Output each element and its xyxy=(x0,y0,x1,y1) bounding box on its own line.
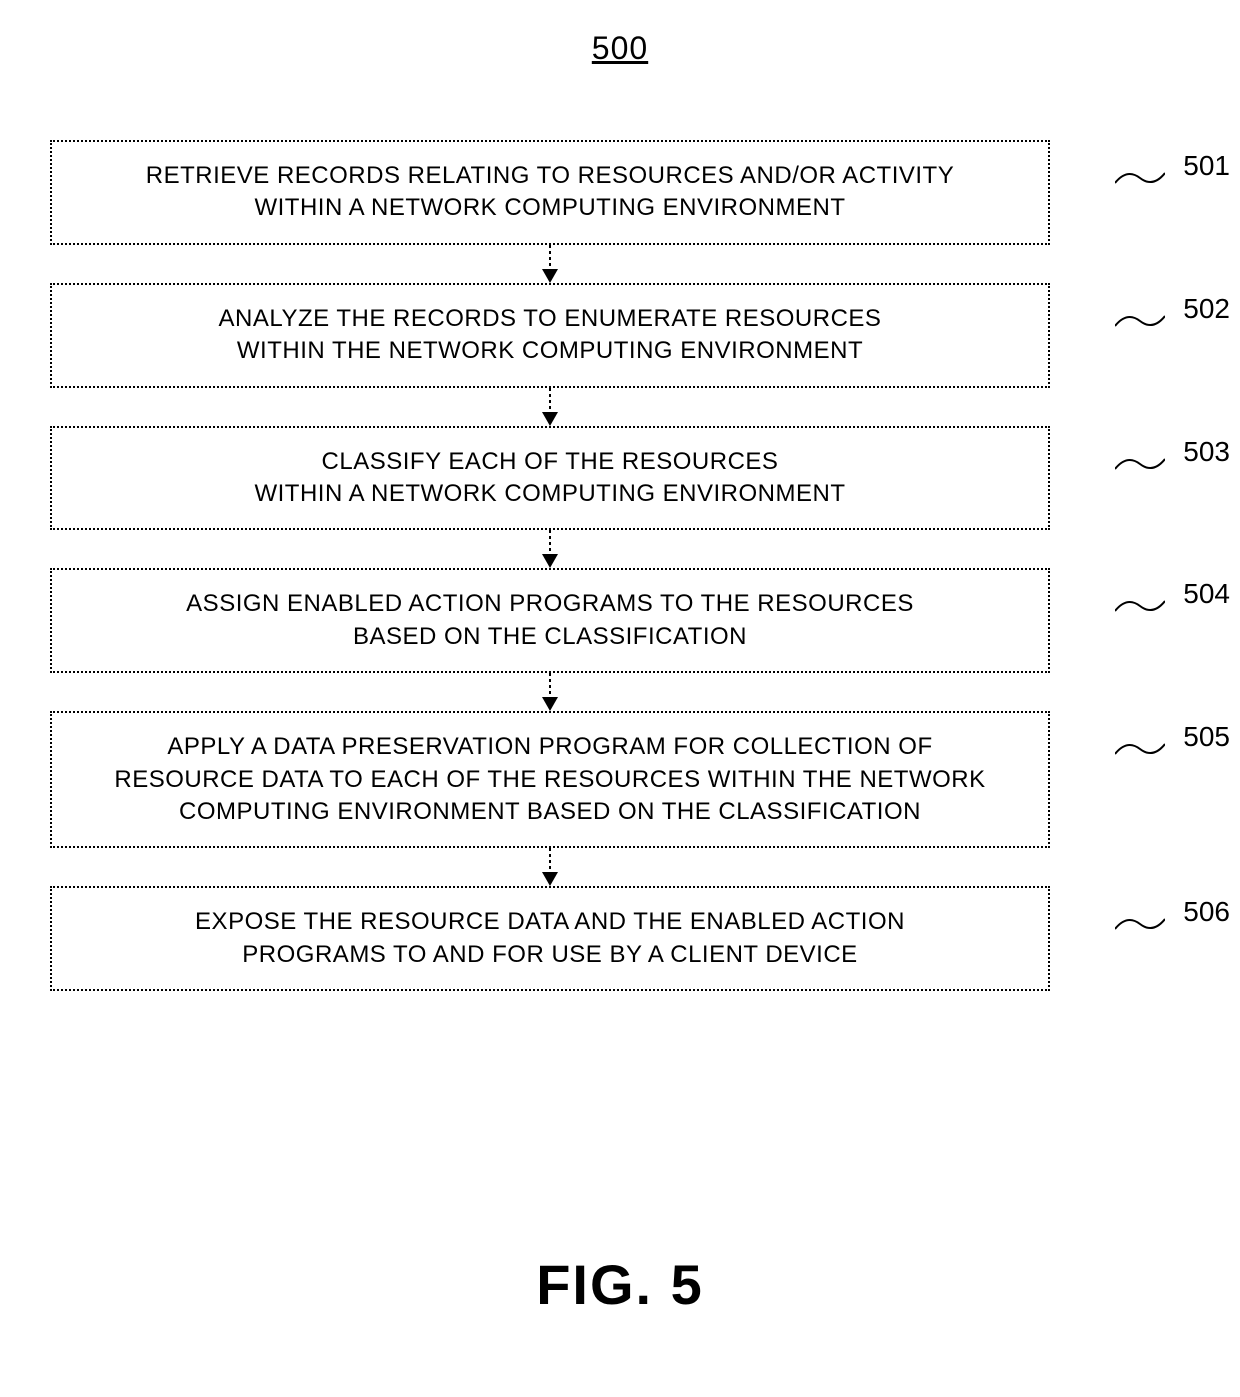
connector-tilde-icon xyxy=(1115,739,1165,759)
flow-step: CLASSIFY EACH OF THE RESOURCES WITHIN A … xyxy=(50,426,1110,531)
flow-step: RETRIEVE RECORDS RELATING TO RESOURCES A… xyxy=(50,140,1110,245)
arrow-down-icon xyxy=(50,530,1050,568)
connector-tilde-icon xyxy=(1115,311,1165,331)
flow-box: ASSIGN ENABLED ACTION PROGRAMS TO THE RE… xyxy=(50,568,1050,673)
flow-step: EXPOSE THE RESOURCE DATA AND THE ENABLED… xyxy=(50,886,1110,991)
flowchart: RETRIEVE RECORDS RELATING TO RESOURCES A… xyxy=(50,140,1110,991)
flow-box-text: APPLY A DATA PRESERVATION PROGRAM FOR CO… xyxy=(72,731,1028,828)
connector-tilde-icon xyxy=(1115,168,1165,188)
flow-box-text: RETRIEVE RECORDS RELATING TO RESOURCES A… xyxy=(72,160,1028,225)
step-label: 506 xyxy=(1183,896,1230,928)
step-label: 501 xyxy=(1183,150,1230,182)
flow-box: RETRIEVE RECORDS RELATING TO RESOURCES A… xyxy=(50,140,1050,245)
flow-step: ANALYZE THE RECORDS TO ENUMERATE RESOURC… xyxy=(50,283,1110,388)
flow-step: APPLY A DATA PRESERVATION PROGRAM FOR CO… xyxy=(50,711,1110,848)
diagram-number: 500 xyxy=(592,30,648,67)
flow-box-text: EXPOSE THE RESOURCE DATA AND THE ENABLED… xyxy=(72,906,1028,971)
arrow-down-icon xyxy=(50,848,1050,886)
connector-tilde-icon xyxy=(1115,454,1165,474)
step-label: 505 xyxy=(1183,721,1230,753)
flow-box: ANALYZE THE RECORDS TO ENUMERATE RESOURC… xyxy=(50,283,1050,388)
connector-tilde-icon xyxy=(1115,596,1165,616)
step-label: 503 xyxy=(1183,436,1230,468)
arrow-down-icon xyxy=(50,388,1050,426)
flow-box: EXPOSE THE RESOURCE DATA AND THE ENABLED… xyxy=(50,886,1050,991)
step-label: 502 xyxy=(1183,293,1230,325)
arrow-down-icon xyxy=(50,245,1050,283)
flow-box-text: ASSIGN ENABLED ACTION PROGRAMS TO THE RE… xyxy=(72,588,1028,653)
flow-step: ASSIGN ENABLED ACTION PROGRAMS TO THE RE… xyxy=(50,568,1110,673)
connector-tilde-icon xyxy=(1115,914,1165,934)
flow-box-text: CLASSIFY EACH OF THE RESOURCES WITHIN A … xyxy=(72,446,1028,511)
step-label: 504 xyxy=(1183,578,1230,610)
flow-box: CLASSIFY EACH OF THE RESOURCES WITHIN A … xyxy=(50,426,1050,531)
figure-label: FIG. 5 xyxy=(536,1252,704,1317)
flow-box-text: ANALYZE THE RECORDS TO ENUMERATE RESOURC… xyxy=(72,303,1028,368)
arrow-down-icon xyxy=(50,673,1050,711)
flow-box: APPLY A DATA PRESERVATION PROGRAM FOR CO… xyxy=(50,711,1050,848)
diagram-container: 500 RETRIEVE RECORDS RELATING TO RESOURC… xyxy=(0,0,1240,1397)
